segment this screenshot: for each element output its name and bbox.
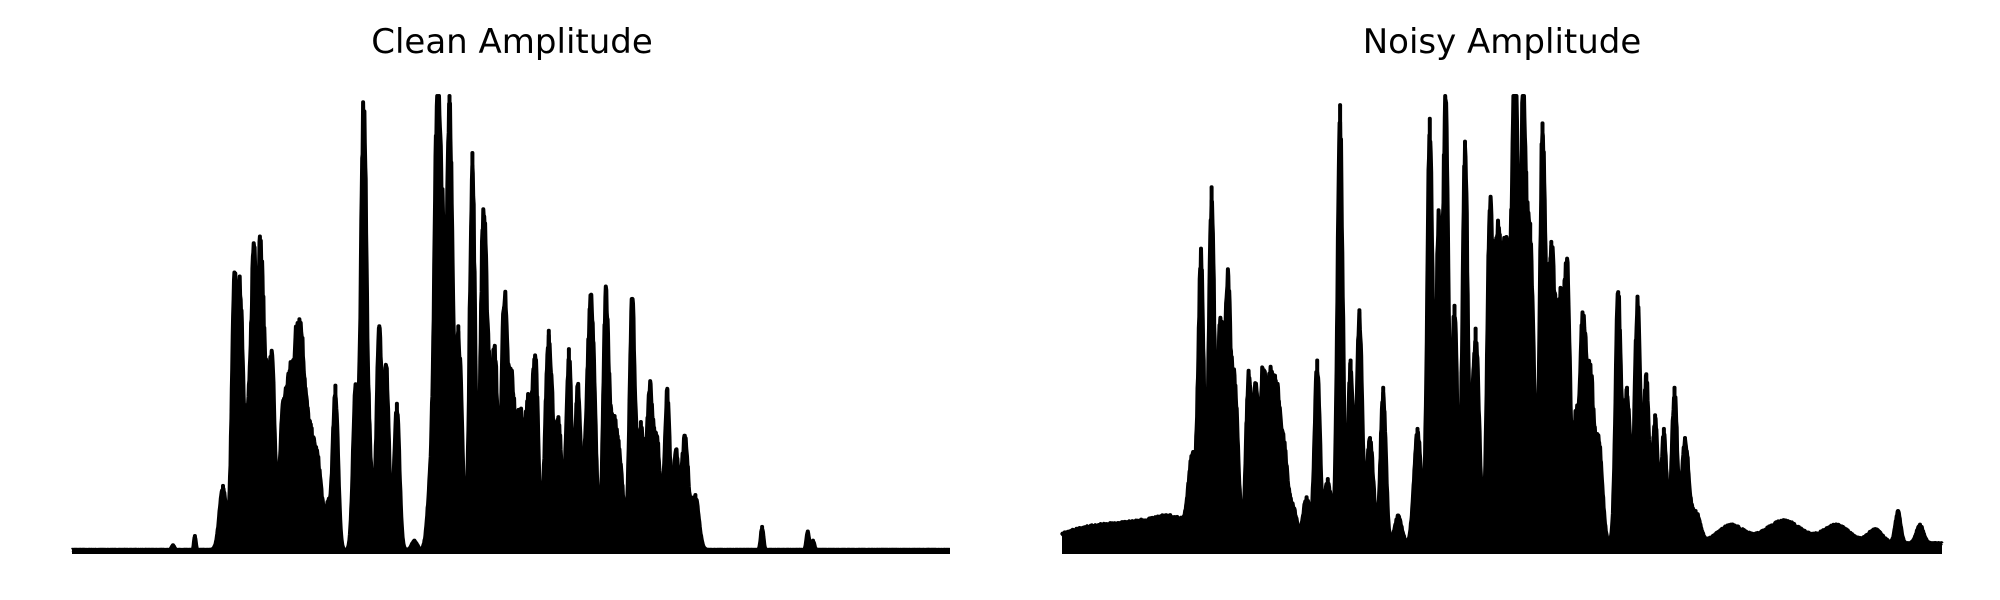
chart-title-clean: Clean Amplitude (371, 22, 653, 62)
clean-amplitude-plot (70, 94, 952, 554)
chart-title-noisy: Noisy Amplitude (1362, 22, 1642, 62)
amplitude-line-1 (1060, 94, 1944, 546)
noisy-amplitude-plot (1060, 94, 1944, 554)
amplitude-line-0 (70, 94, 952, 552)
